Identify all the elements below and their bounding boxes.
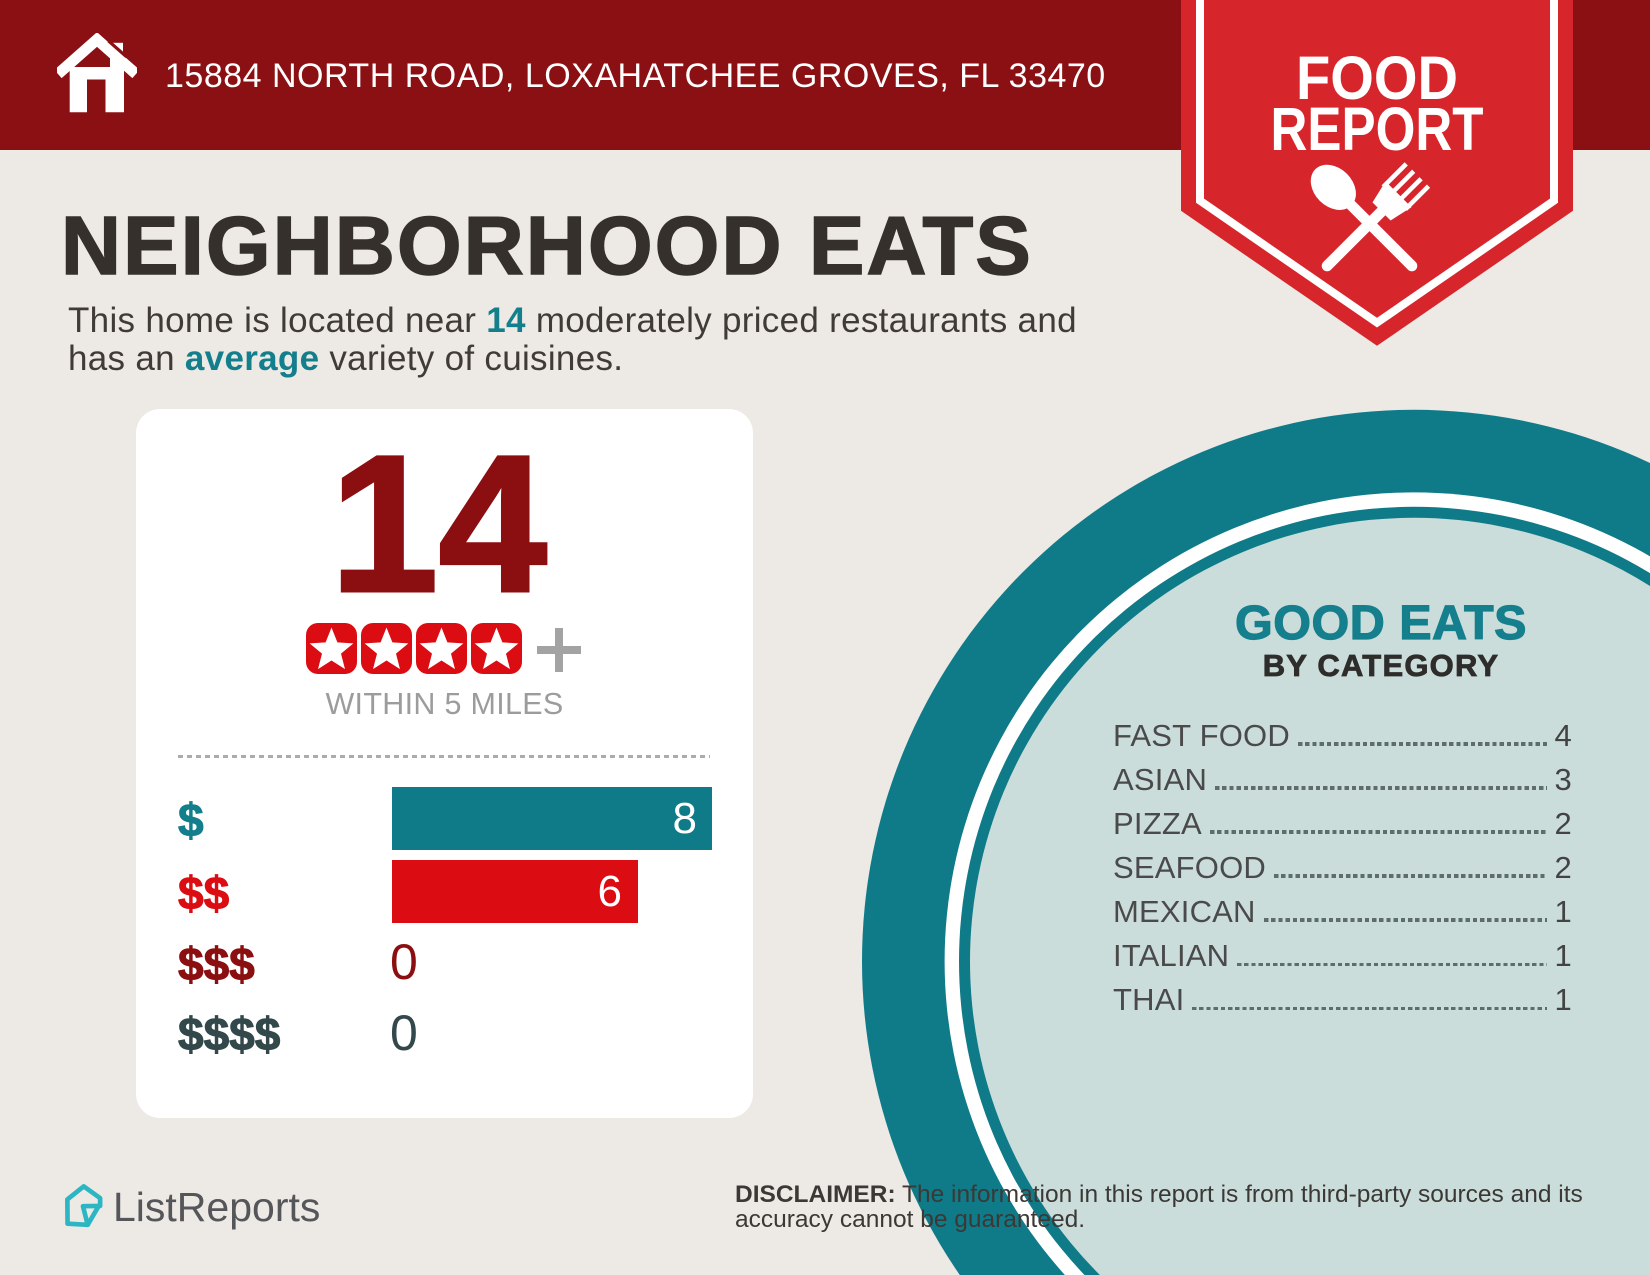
svg-text:REPORT: REPORT <box>1271 95 1484 163</box>
svg-text:FOOD: FOOD <box>1296 44 1458 112</box>
